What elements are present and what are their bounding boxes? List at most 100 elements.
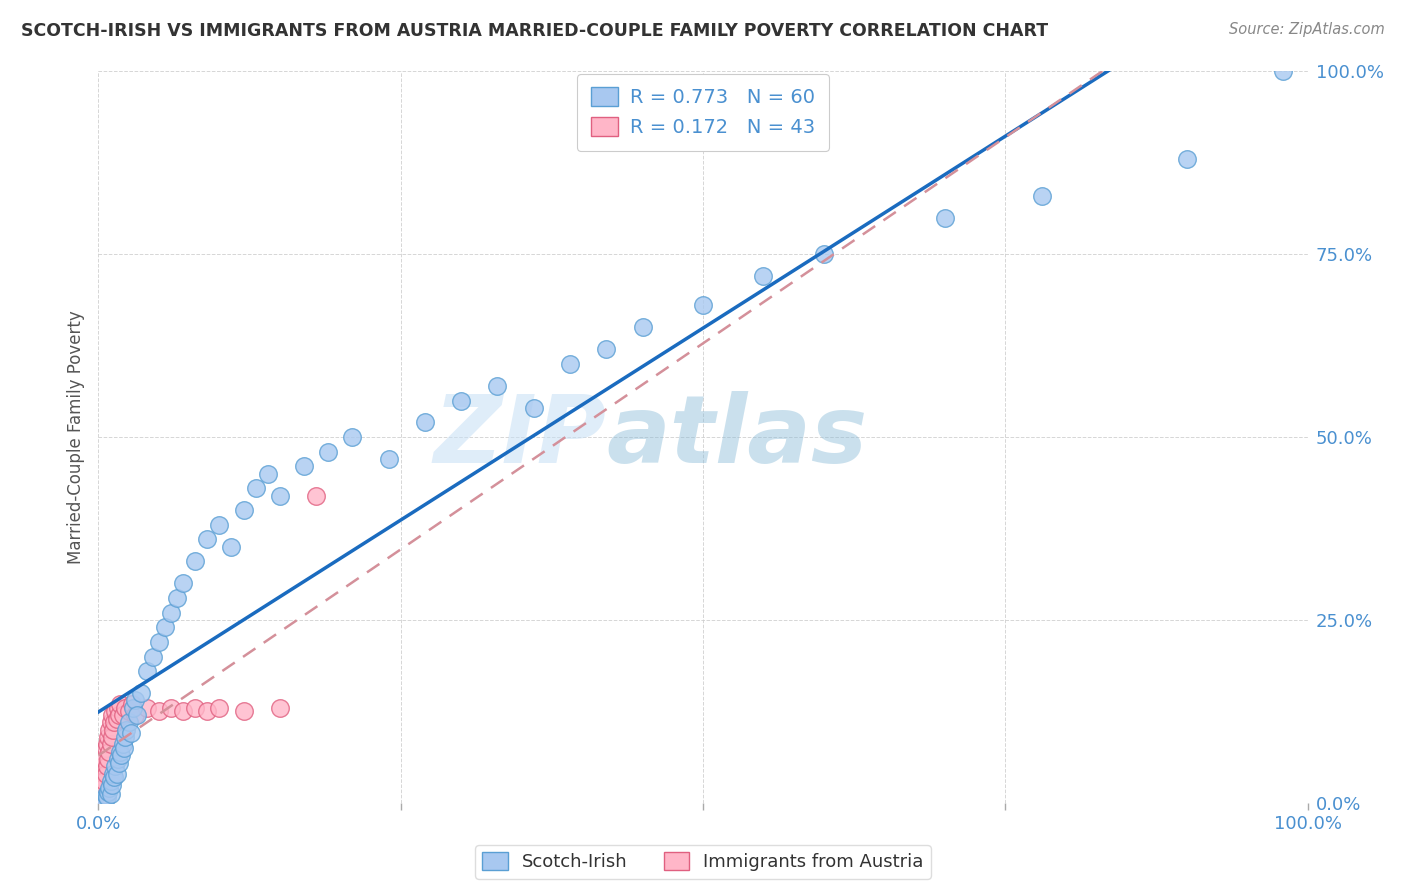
- Point: [122, 700, 145, 714]
- Point: [135, 664, 157, 678]
- Point: [96, 759, 118, 773]
- Point: [316, 444, 339, 458]
- Point: [142, 649, 165, 664]
- Point: [114, 700, 136, 714]
- Point: [124, 693, 146, 707]
- Point: [100, 737, 122, 751]
- Point: [104, 705, 127, 719]
- Point: [752, 269, 775, 284]
- Point: [232, 503, 254, 517]
- Point: [90, 778, 112, 792]
- Point: [97, 785, 120, 799]
- Point: [1031, 188, 1053, 202]
- Point: [96, 737, 118, 751]
- Point: [172, 576, 194, 591]
- Point: [305, 489, 328, 503]
- Point: [118, 705, 141, 719]
- Point: [160, 606, 183, 620]
- Y-axis label: Married-Couple Family Poverty: Married-Couple Family Poverty: [67, 310, 86, 564]
- Point: [91, 794, 114, 808]
- Point: [413, 416, 436, 430]
- Point: [97, 752, 120, 766]
- Point: [129, 686, 152, 700]
- Point: [172, 705, 194, 719]
- Point: [692, 298, 714, 312]
- Point: [98, 723, 121, 737]
- Point: [245, 481, 267, 495]
- Point: [1175, 152, 1198, 166]
- Point: [184, 700, 207, 714]
- Point: [269, 489, 291, 503]
- Point: [135, 700, 157, 714]
- Point: [450, 393, 472, 408]
- Point: [1272, 64, 1295, 78]
- Point: [107, 752, 129, 766]
- Point: [91, 785, 114, 799]
- Point: [148, 705, 170, 719]
- Point: [101, 723, 124, 737]
- Point: [184, 554, 207, 568]
- Point: [108, 745, 131, 759]
- Point: [115, 723, 138, 737]
- Point: [100, 773, 122, 788]
- Point: [208, 700, 231, 714]
- Point: [94, 740, 117, 755]
- Text: atlas: atlas: [606, 391, 868, 483]
- Point: [100, 787, 122, 801]
- Point: [91, 781, 114, 796]
- Point: [108, 708, 131, 723]
- Point: [377, 452, 399, 467]
- Point: [104, 759, 127, 773]
- Point: [93, 752, 115, 766]
- Text: ZIP: ZIP: [433, 391, 606, 483]
- Point: [813, 247, 835, 261]
- Point: [93, 792, 115, 806]
- Point: [105, 766, 128, 780]
- Point: [208, 517, 231, 532]
- Point: [103, 715, 125, 730]
- Point: [103, 770, 125, 784]
- Point: [97, 730, 120, 744]
- Point: [93, 773, 115, 788]
- Point: [486, 379, 509, 393]
- Point: [90, 789, 112, 803]
- Point: [595, 343, 617, 357]
- Point: [98, 745, 121, 759]
- Point: [934, 211, 956, 225]
- Point: [631, 320, 654, 334]
- Point: [124, 708, 146, 723]
- Point: [114, 730, 136, 744]
- Point: [96, 789, 118, 804]
- Point: [89, 792, 111, 806]
- Point: [108, 697, 131, 711]
- Point: [166, 591, 188, 605]
- Point: [100, 708, 122, 723]
- Point: [98, 781, 121, 796]
- Point: [153, 620, 176, 634]
- Point: [558, 357, 581, 371]
- Point: [94, 789, 117, 803]
- Point: [101, 766, 124, 780]
- Point: [120, 726, 142, 740]
- Point: [107, 700, 129, 714]
- Point: [108, 756, 131, 770]
- Point: [100, 715, 122, 730]
- Point: [269, 700, 291, 714]
- Point: [342, 430, 364, 444]
- Point: [292, 459, 315, 474]
- Point: [160, 700, 183, 714]
- Point: [523, 401, 546, 415]
- Point: [195, 533, 218, 547]
- Point: [221, 540, 243, 554]
- Point: [256, 467, 278, 481]
- Point: [105, 712, 128, 726]
- Point: [127, 708, 149, 723]
- Point: [148, 635, 170, 649]
- Legend: Scotch-Irish, Immigrants from Austria: Scotch-Irish, Immigrants from Austria: [475, 846, 931, 879]
- Point: [111, 708, 134, 723]
- Legend: R = 0.773   N = 60, R = 0.172   N = 43: R = 0.773 N = 60, R = 0.172 N = 43: [578, 74, 828, 151]
- Point: [91, 770, 114, 784]
- Point: [112, 740, 135, 755]
- Text: SCOTCH-IRISH VS IMMIGRANTS FROM AUSTRIA MARRIED-COUPLE FAMILY POVERTY CORRELATIO: SCOTCH-IRISH VS IMMIGRANTS FROM AUSTRIA …: [21, 22, 1049, 40]
- Point: [121, 697, 143, 711]
